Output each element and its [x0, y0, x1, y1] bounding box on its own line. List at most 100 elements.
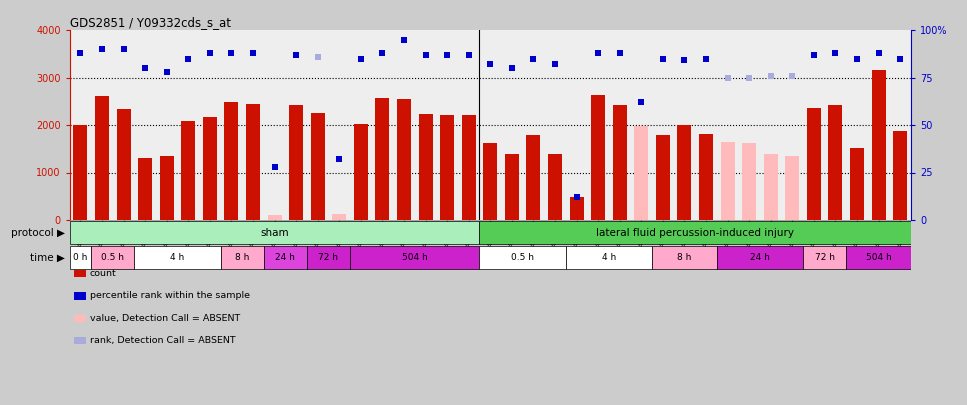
- Bar: [354, 124, 367, 220]
- Point: [655, 55, 670, 62]
- Text: 0.5 h: 0.5 h: [102, 253, 125, 262]
- Text: time ▶: time ▶: [30, 252, 65, 262]
- Bar: [591, 95, 605, 220]
- Bar: [613, 105, 627, 220]
- Point: [137, 65, 153, 71]
- Bar: [264, 246, 307, 269]
- Text: sham: sham: [260, 228, 289, 237]
- Point: [569, 194, 584, 200]
- Bar: [785, 156, 800, 220]
- Bar: [333, 214, 346, 220]
- Point: [591, 49, 606, 56]
- Bar: [70, 221, 480, 244]
- Bar: [70, 246, 91, 269]
- Text: 72 h: 72 h: [814, 253, 835, 262]
- Text: count: count: [90, 269, 117, 278]
- Bar: [480, 221, 911, 244]
- Bar: [717, 246, 803, 269]
- Bar: [73, 125, 87, 220]
- Point: [353, 55, 368, 62]
- Text: 504 h: 504 h: [402, 253, 427, 262]
- Bar: [894, 131, 907, 220]
- Point: [849, 55, 864, 62]
- Point: [612, 49, 628, 56]
- Bar: [699, 134, 713, 220]
- Point: [374, 49, 390, 56]
- Bar: [803, 246, 846, 269]
- Point: [246, 49, 261, 56]
- Bar: [375, 98, 390, 220]
- Bar: [246, 104, 260, 220]
- Point: [633, 99, 649, 105]
- Bar: [289, 104, 303, 220]
- Text: lateral fluid percussion-induced injury: lateral fluid percussion-induced injury: [597, 228, 794, 237]
- Bar: [134, 246, 220, 269]
- Bar: [181, 121, 195, 220]
- Point: [784, 72, 800, 79]
- Point: [288, 51, 304, 58]
- Bar: [95, 96, 109, 220]
- Point: [94, 46, 109, 52]
- Point: [332, 156, 347, 162]
- Bar: [117, 109, 131, 220]
- Point: [677, 57, 692, 64]
- Bar: [160, 156, 174, 220]
- Point: [698, 55, 714, 62]
- Bar: [678, 125, 691, 220]
- Bar: [268, 215, 281, 220]
- Text: percentile rank within the sample: percentile rank within the sample: [90, 292, 249, 301]
- Bar: [350, 246, 480, 269]
- Point: [461, 51, 477, 58]
- Text: 0 h: 0 h: [73, 253, 88, 262]
- Text: 0.5 h: 0.5 h: [512, 253, 534, 262]
- Point: [483, 61, 498, 68]
- Point: [742, 74, 757, 81]
- Bar: [224, 102, 239, 220]
- Bar: [138, 158, 152, 220]
- Point: [223, 49, 239, 56]
- Bar: [742, 143, 756, 220]
- Point: [181, 55, 196, 62]
- Bar: [307, 246, 350, 269]
- Point: [439, 51, 454, 58]
- Point: [396, 36, 412, 43]
- Point: [719, 74, 735, 81]
- Bar: [310, 113, 325, 220]
- Bar: [505, 153, 519, 220]
- Text: 24 h: 24 h: [276, 253, 295, 262]
- Bar: [397, 99, 411, 220]
- Point: [526, 55, 542, 62]
- Bar: [440, 115, 454, 220]
- Point: [547, 61, 563, 68]
- Bar: [720, 142, 735, 220]
- Text: rank, Detection Call = ABSENT: rank, Detection Call = ABSENT: [90, 336, 236, 345]
- Bar: [570, 197, 583, 220]
- Bar: [829, 105, 842, 220]
- Point: [828, 49, 843, 56]
- Bar: [419, 114, 432, 220]
- Point: [504, 65, 519, 71]
- Text: 24 h: 24 h: [750, 253, 770, 262]
- Bar: [548, 154, 562, 220]
- Text: 8 h: 8 h: [677, 253, 691, 262]
- Point: [418, 51, 433, 58]
- Text: 504 h: 504 h: [865, 253, 892, 262]
- Point: [116, 46, 132, 52]
- Bar: [461, 115, 476, 220]
- Text: protocol ▶: protocol ▶: [11, 228, 65, 237]
- Text: GDS2851 / Y09332cds_s_at: GDS2851 / Y09332cds_s_at: [70, 16, 230, 29]
- Text: 8 h: 8 h: [235, 253, 249, 262]
- Point: [310, 53, 326, 60]
- Text: 4 h: 4 h: [170, 253, 185, 262]
- Bar: [652, 246, 717, 269]
- Bar: [480, 246, 566, 269]
- Bar: [764, 154, 777, 220]
- Bar: [484, 143, 497, 220]
- Point: [871, 49, 887, 56]
- Bar: [220, 246, 264, 269]
- Bar: [566, 246, 652, 269]
- Bar: [203, 117, 217, 220]
- Point: [202, 49, 218, 56]
- Bar: [91, 246, 134, 269]
- Point: [763, 72, 778, 79]
